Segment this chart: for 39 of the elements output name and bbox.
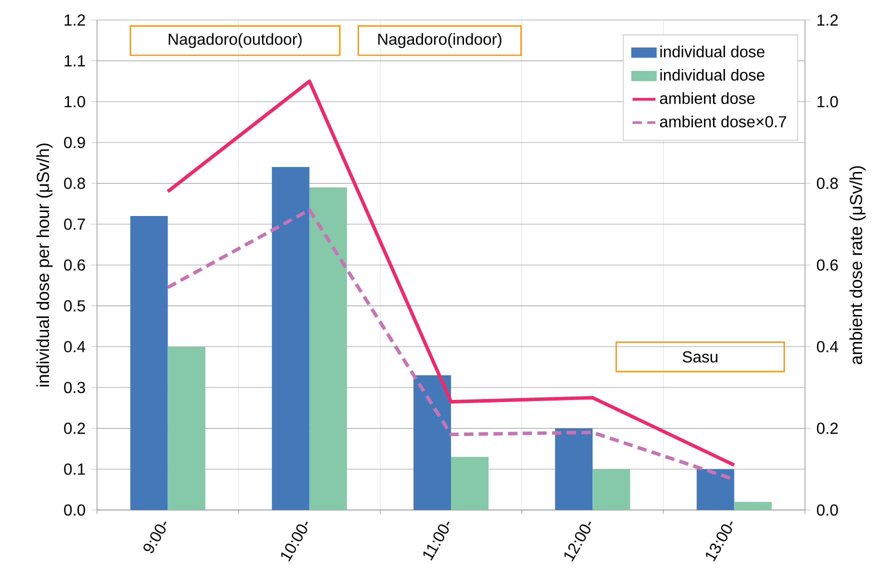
bar <box>555 428 593 510</box>
bar <box>168 346 206 510</box>
bar <box>734 502 772 510</box>
y-tick-label: 0.0 <box>64 504 86 516</box>
y-tick-label: 0.9 <box>64 136 85 148</box>
bar <box>592 469 630 510</box>
bar <box>451 456 489 510</box>
annotation: Nagadoro(outdoor) <box>168 33 302 48</box>
y-tick-label: 1.0 <box>64 96 86 108</box>
y-tick-label: 0.7 <box>64 218 85 230</box>
bar <box>696 469 734 510</box>
y2-tick-label: 1.2 <box>818 14 838 26</box>
legend-label: individual dose <box>660 46 764 58</box>
bar <box>309 187 347 510</box>
y2-tick-label: 0.0 <box>816 504 838 516</box>
y-tick-label: 0.4 <box>64 340 86 352</box>
y2-tick-label: 1.0 <box>818 96 838 108</box>
bar <box>272 166 310 510</box>
legend-label: ambient dose×0.7 <box>660 116 786 128</box>
bar <box>130 216 168 510</box>
y-tick-label: 0.2 <box>64 422 85 434</box>
y2-tick-label: 0.8 <box>816 178 838 189</box>
y-tick-label: 1.1 <box>64 55 85 66</box>
y-tick-label: 0.8 <box>64 178 86 189</box>
y2-tick-label: 0.2 <box>816 422 838 434</box>
y2-tick-label: 0.6 <box>816 259 838 271</box>
annotation: Nagadoro(indoor) <box>378 33 502 48</box>
y2-axis-title: ambient dose rate (μSv/h) <box>849 166 866 364</box>
y-tick-label: 0.5 <box>64 300 86 312</box>
bar <box>413 375 451 510</box>
annotation: Sasu <box>682 351 718 363</box>
y-tick-label: 0.6 <box>64 259 86 271</box>
y2-tick-label: 0.4 <box>816 340 838 352</box>
y-tick-label: 0.1 <box>64 463 85 475</box>
y-tick-label: 0.3 <box>64 382 86 394</box>
legend-label: individual dose <box>660 68 764 81</box>
legend-label: ambient dose <box>660 92 755 104</box>
y-tick-label: 1.2 <box>64 14 85 26</box>
y-axis-title: individual dose per hour (μSv/h) <box>36 144 53 386</box>
